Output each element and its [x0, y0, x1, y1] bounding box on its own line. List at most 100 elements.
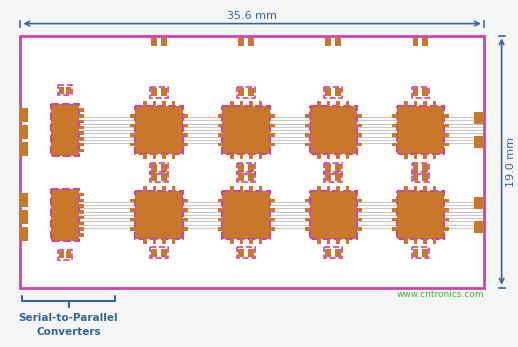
Bar [249, 239, 253, 244]
Bar [248, 173, 254, 181]
Bar [336, 186, 340, 191]
Text: www.cntronics.com: www.cntronics.com [396, 289, 484, 298]
Bar [19, 227, 28, 241]
Bar [131, 208, 135, 212]
Bar [258, 154, 262, 159]
Bar [21, 35, 484, 288]
Bar [392, 114, 397, 118]
Bar [392, 124, 397, 127]
Bar [237, 171, 255, 183]
Bar [414, 239, 418, 244]
Bar [414, 101, 418, 106]
Bar [79, 131, 84, 135]
Bar [397, 106, 444, 154]
Bar [474, 136, 484, 148]
Bar [392, 133, 397, 137]
Bar [324, 162, 342, 174]
Bar [240, 101, 243, 106]
Bar [171, 154, 175, 159]
Bar [131, 218, 135, 221]
Bar [153, 239, 156, 244]
Bar [414, 154, 418, 159]
Bar [444, 199, 449, 202]
Bar [238, 88, 244, 96]
Bar [161, 37, 167, 45]
Bar [131, 143, 135, 146]
Bar [325, 164, 332, 172]
Bar [143, 154, 147, 159]
Bar [444, 208, 449, 212]
Bar [19, 142, 28, 156]
Bar [51, 189, 79, 241]
Text: Serial-to-Parallel
Converters: Serial-to-Parallel Converters [19, 313, 118, 337]
Bar [135, 106, 183, 154]
Bar [424, 154, 427, 159]
Bar [405, 186, 408, 191]
Bar [325, 249, 332, 257]
Bar [79, 228, 84, 231]
Bar [161, 173, 167, 181]
Bar [150, 162, 168, 174]
Bar [258, 101, 262, 106]
Text: 35.6 mm: 35.6 mm [227, 11, 277, 20]
Bar [411, 162, 429, 174]
Bar [318, 239, 321, 244]
Bar [150, 247, 168, 258]
Bar [424, 101, 427, 106]
Bar [335, 164, 341, 172]
Bar [19, 108, 28, 122]
Bar [79, 222, 84, 225]
Bar [335, 249, 341, 257]
Bar [422, 173, 428, 181]
Bar [161, 249, 167, 257]
Bar [444, 124, 449, 127]
Bar [79, 199, 84, 202]
Bar [79, 120, 84, 123]
Bar [151, 37, 157, 45]
Bar [392, 227, 397, 231]
Bar [162, 154, 166, 159]
Bar [183, 133, 188, 137]
Bar [171, 101, 175, 106]
Bar [218, 133, 222, 137]
Bar [222, 191, 270, 239]
Bar [79, 143, 84, 146]
Bar [357, 208, 362, 212]
Bar [238, 173, 244, 181]
Bar [59, 251, 64, 258]
Bar [153, 101, 156, 106]
Bar [270, 114, 275, 118]
Bar [325, 88, 332, 96]
Bar [183, 124, 188, 127]
Bar [444, 133, 449, 137]
Bar [336, 239, 340, 244]
Bar [424, 239, 427, 244]
Bar [131, 114, 135, 118]
Bar [143, 239, 147, 244]
Bar [270, 208, 275, 212]
Bar [151, 173, 157, 181]
Bar [218, 114, 222, 118]
Bar [153, 154, 156, 159]
Bar [336, 154, 340, 159]
Bar [19, 193, 28, 207]
Bar [79, 233, 84, 237]
Bar [79, 137, 84, 141]
Bar [238, 37, 244, 45]
Bar [305, 227, 310, 231]
Bar [237, 87, 255, 98]
Bar [131, 124, 135, 127]
Bar [346, 186, 349, 191]
Bar [310, 106, 357, 154]
Bar [422, 249, 428, 257]
Bar [238, 164, 244, 172]
Bar [357, 114, 362, 118]
Bar [324, 87, 342, 98]
Bar [162, 101, 166, 106]
Bar [218, 227, 222, 231]
Bar [79, 108, 84, 112]
Bar [248, 88, 254, 96]
Bar [218, 124, 222, 127]
Bar [310, 191, 357, 239]
Bar [131, 227, 135, 231]
